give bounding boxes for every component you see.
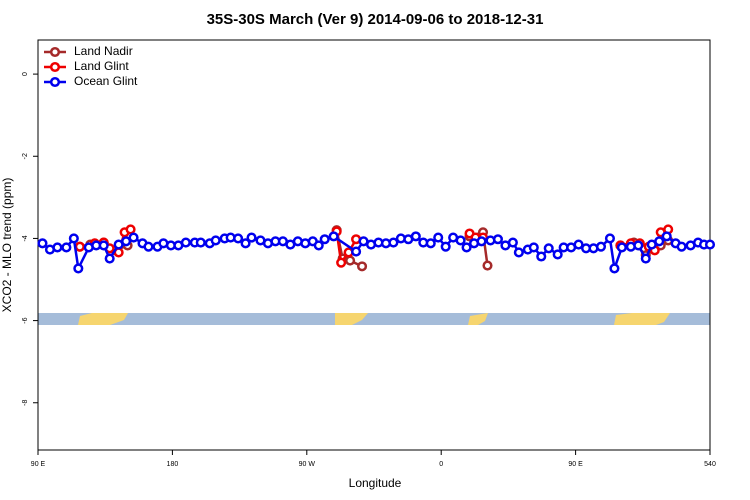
data-point xyxy=(195,237,206,248)
x-tick-label: 90 E xyxy=(31,461,46,468)
data-point xyxy=(704,239,716,250)
legend-marker xyxy=(49,76,61,88)
data-point xyxy=(104,253,115,264)
data-point xyxy=(543,243,554,254)
y-axis-label: XCO2 - MLO trend (ppm) xyxy=(0,178,14,313)
data-point xyxy=(633,240,644,251)
data-point xyxy=(319,234,330,245)
data-point xyxy=(388,237,399,248)
data-point xyxy=(461,242,472,253)
data-point xyxy=(143,241,154,252)
data-point xyxy=(180,237,191,248)
data-point xyxy=(357,261,368,272)
data-point xyxy=(125,224,136,235)
data-point xyxy=(410,231,421,242)
data-point xyxy=(233,233,244,244)
data-point xyxy=(425,238,436,249)
data-point xyxy=(455,235,466,246)
data-point xyxy=(604,233,615,244)
data-point xyxy=(595,241,607,252)
data-point xyxy=(492,234,503,245)
data-point xyxy=(52,242,63,253)
data-point xyxy=(640,253,651,264)
data-point xyxy=(121,236,132,247)
x-tick-label: 180 xyxy=(167,461,179,468)
legend-label: Ocean Glint xyxy=(74,74,138,88)
data-point xyxy=(351,246,362,257)
data-point xyxy=(654,236,665,247)
data-point xyxy=(513,247,524,258)
legend-label: Land Nadir xyxy=(74,44,133,58)
data-point xyxy=(336,257,347,268)
y-tick-label: -6 xyxy=(22,317,29,323)
x-tick-label: 90 E xyxy=(568,461,583,468)
data-point xyxy=(128,232,139,243)
data-point xyxy=(552,249,563,260)
y-tick-label: -2 xyxy=(22,153,29,159)
data-point xyxy=(313,240,324,251)
data-point xyxy=(328,231,339,242)
data-point xyxy=(482,260,493,271)
x-tick-label: 90 W xyxy=(299,461,316,468)
legend-marker xyxy=(49,46,61,58)
legend-label: Land Glint xyxy=(74,59,129,73)
data-point xyxy=(61,242,72,253)
data-point xyxy=(476,236,487,247)
data-point xyxy=(37,238,48,249)
x-tick-label: 0 xyxy=(439,461,443,468)
y-tick-label: 0 xyxy=(22,72,29,76)
x-axis-label: Longitude xyxy=(349,476,402,490)
data-point xyxy=(661,231,672,242)
data-point xyxy=(74,241,85,252)
data-point xyxy=(440,241,451,252)
data-point xyxy=(240,238,251,249)
x-tick-label: 540 xyxy=(704,461,716,468)
data-point xyxy=(345,255,356,266)
data-point xyxy=(98,240,109,251)
data-point xyxy=(210,235,221,246)
data-point xyxy=(73,263,84,274)
data-point xyxy=(609,263,620,274)
data-point xyxy=(616,242,627,253)
data-point xyxy=(573,239,584,250)
map-strip xyxy=(38,313,710,325)
data-point xyxy=(536,251,547,262)
chart-title: 35S-30S March (Ver 9) 2014-09-06 to 2018… xyxy=(207,11,544,28)
data-point xyxy=(676,241,687,252)
data-point xyxy=(246,232,257,243)
data-point xyxy=(68,233,79,244)
legend-marker xyxy=(49,61,61,73)
y-tick-label: -4 xyxy=(22,235,29,241)
y-tick-label: -8 xyxy=(22,400,29,406)
data-point xyxy=(528,242,539,253)
data-point xyxy=(433,232,444,243)
data-point xyxy=(507,237,518,248)
